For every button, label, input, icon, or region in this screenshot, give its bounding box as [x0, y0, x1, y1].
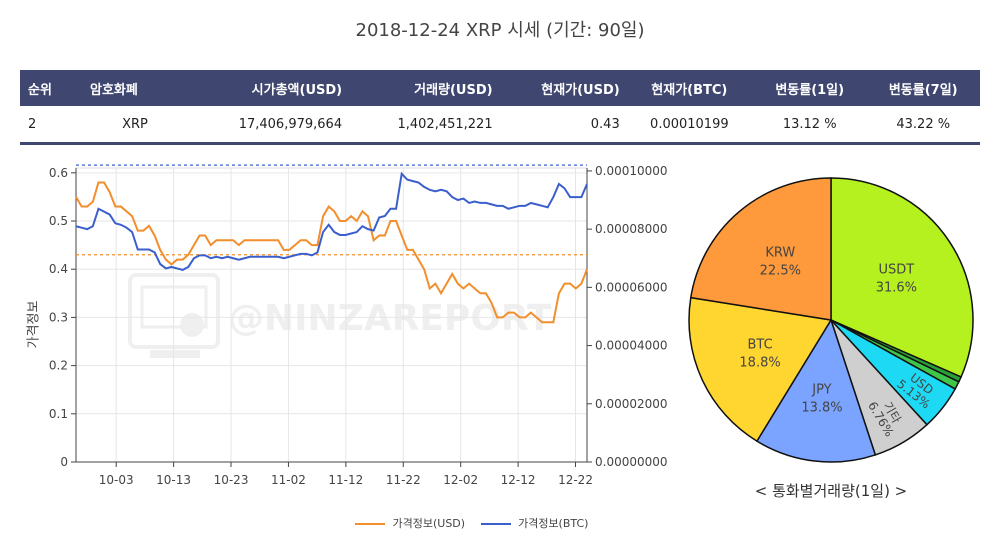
currency-volume-pie: USDT31.6%USD5.13%기타6.76%JPY13.8%BTC18.8%…: [688, 177, 974, 463]
y-right-tick-label: 0.00004000: [595, 339, 668, 353]
table-header-row: 순위 암호화폐 시가총액(USD) 거래량(USD) 현재가(USD) 현재가(…: [20, 70, 980, 106]
cell-volume: 1,402,451,221: [348, 106, 499, 145]
legend-swatch-usd: [355, 523, 385, 525]
y-left-tick-label: 0.3: [49, 310, 68, 324]
header-price-usd: 현재가(USD): [498, 70, 626, 106]
y-right-tick-label: 0.00000000: [595, 455, 668, 469]
y-right-tick-label: 0.00010000: [595, 164, 668, 178]
legend-label-btc: 가격정보(BTC): [518, 517, 589, 530]
y-left-tick-label: 0.6: [49, 166, 68, 180]
x-tick-label: 11-12: [328, 473, 363, 487]
cell-change-7d: 43.22 %: [866, 106, 980, 145]
x-tick-label: 11-02: [271, 473, 306, 487]
header-volume: 거래량(USD): [348, 70, 499, 106]
header-name: 암호화폐: [84, 70, 186, 106]
y-left-tick-label: 0.1: [49, 407, 68, 421]
table-row: 2 XRP 17,406,979,664 1,402,451,221 0.43 …: [20, 106, 980, 145]
pie-label-6: BTC 18.8%: [739, 338, 780, 371]
pie-slice-usdt: [830, 177, 974, 378]
price-line-chart: @NINZAREPORT 0 0.1 0.2 0.3 0.4 0.5 0.6 0.000000…: [49, 164, 668, 487]
stats-table: 순위 암호화폐 시가총액(USD) 거래량(USD) 현재가(USD) 현재가(…: [20, 70, 980, 145]
header-change-7d: 변동률(7일): [866, 70, 980, 106]
y-right-tick-label: 0.00002000: [595, 397, 668, 411]
watermark-text: @NINZAREPORT: [228, 298, 552, 339]
pie-label-percent: 13.8%: [801, 401, 842, 416]
pie-label-percent: 18.8%: [739, 356, 780, 371]
y-left-tick-label: 0.2: [49, 359, 68, 373]
pie-label-0: USDT 31.6%: [876, 262, 917, 295]
y-right-tick-label: 0.00008000: [595, 222, 668, 236]
y-right-tick-label: 0.00006000: [595, 280, 668, 294]
cell-rank: 2: [20, 106, 84, 145]
x-tick-label: 12-22: [558, 473, 593, 487]
pie-label-7: KRW 22.5%: [760, 246, 801, 279]
header-rank: 순위: [20, 70, 84, 106]
x-tick-label: 10-03: [99, 473, 134, 487]
cell-price-usd: 0.43: [498, 106, 626, 145]
cell-price-btc: 0.00010199: [625, 106, 753, 145]
pie-label-percent: 31.6%: [876, 280, 917, 295]
x-tick-label: 12-12: [501, 473, 536, 487]
x-tick-label: 12-02: [443, 473, 478, 487]
legend-swatch-btc: [480, 523, 511, 525]
pie-label-name: KRW: [765, 246, 795, 261]
y-axis-label: 가격정보: [26, 300, 42, 349]
series-line-btc: [75, 171, 588, 271]
y-left-tick-label: 0.4: [49, 262, 68, 276]
y-left-tick-label: 0: [60, 455, 68, 469]
x-tick-label: 10-13: [156, 473, 191, 487]
legend-label-usd: 가격정보(USD): [392, 517, 466, 530]
header-price-btc: 현재가(BTC): [625, 70, 753, 106]
pie-slice-btc: [688, 296, 833, 443]
pie-label-name: USDT: [879, 262, 915, 277]
pie-label-percent: 22.5%: [760, 264, 801, 279]
cell-market-cap: 17,406,979,664: [186, 106, 349, 145]
legend-item-btc: 가격정보(BTC): [480, 515, 589, 531]
pie-slice-krw: [689, 177, 832, 321]
cell-change-1d: 13.12 %: [752, 106, 867, 145]
y-left-tick-label: 0.5: [49, 214, 68, 228]
x-tick-label: 10-23: [214, 473, 249, 487]
pie-caption: < 통화별거래량(1일) >: [754, 482, 908, 500]
legend: 가격정보(USD) 가격정보(BTC): [355, 515, 600, 531]
cell-name: XRP: [84, 106, 186, 145]
pie-label-5: JPY 13.8%: [801, 383, 842, 416]
x-tick-label: 11-22: [386, 473, 421, 487]
pie-slice-jpy: [755, 318, 877, 463]
series-lines: [75, 164, 588, 324]
axes: 0 0.1 0.2 0.3 0.4 0.5 0.6 0.00000000 0.00002000 0…: [49, 164, 668, 487]
pie-label-name: BTC: [747, 338, 772, 353]
header-market-cap: 시가총액(USD): [186, 70, 349, 106]
pie-label-name: JPY: [811, 383, 831, 398]
chart-title: 2018-12-24 XRP 시세 (기간: 90일): [355, 20, 645, 41]
legend-item-usd: 가격정보(USD): [355, 515, 465, 531]
series-line-usd: [75, 181, 588, 324]
watermark: @NINZAREPORT: [128, 273, 552, 358]
header-change-1d: 변동률(1일): [752, 70, 867, 106]
